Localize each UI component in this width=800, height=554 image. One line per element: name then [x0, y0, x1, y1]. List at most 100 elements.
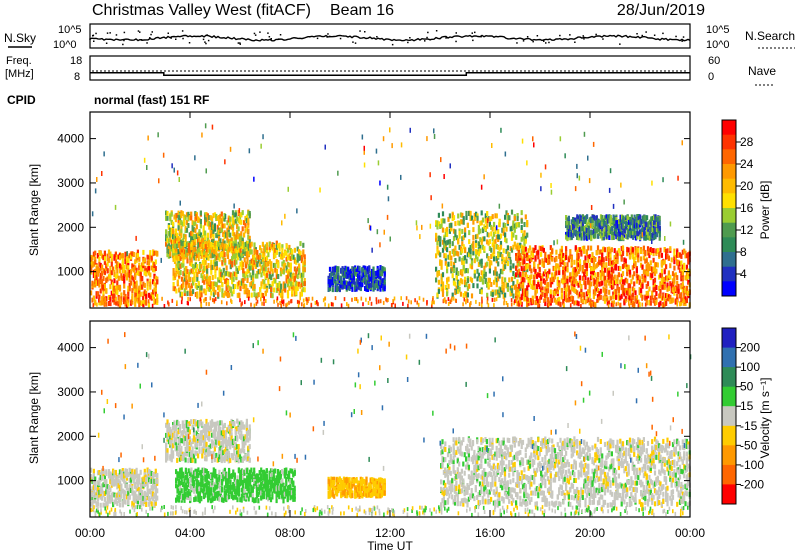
heatmap-cell: [635, 278, 638, 284]
heatmap-cell: [516, 258, 519, 264]
heatmap-cell: [656, 262, 659, 268]
ground-scatter-cell: [422, 297, 425, 302]
heatmap-cell: [232, 241, 235, 247]
heatmap-cell: [636, 217, 639, 223]
heatmap-cell: [566, 231, 569, 237]
noise-search-point: [239, 42, 241, 44]
heatmap-cell: [621, 264, 625, 270]
noise-search-point: [93, 40, 95, 42]
heatmap-cell: [586, 235, 589, 241]
heatmap-cell: [131, 251, 134, 257]
heatmap-cell: [646, 250, 650, 256]
heatmap-cell: [523, 240, 526, 246]
heatmap-cell: [219, 227, 222, 233]
heatmap-cell: [179, 263, 182, 269]
heatmap-cell: [94, 259, 97, 265]
heatmap-cell: [684, 296, 687, 302]
heatmap-cell: [91, 280, 94, 286]
heatmap-cell: [225, 291, 228, 297]
heatmap-cell: [602, 235, 605, 241]
heatmap-cell: [281, 251, 284, 257]
heatmap-cell: [215, 245, 218, 251]
heatmap-cell: [619, 251, 622, 257]
heatmap-cell: [173, 272, 177, 278]
heatmap-cell: [246, 255, 249, 261]
heatmap-cell: [264, 273, 267, 279]
heatmap-cell: [354, 267, 357, 273]
heatmap-cell: [620, 277, 623, 282]
heatmap-cell: [105, 278, 108, 283]
heatmap-cell: [187, 223, 190, 228]
heatmap-cell: [293, 291, 296, 297]
noise-search-point: [516, 42, 518, 44]
heatmap-cell: [95, 291, 98, 297]
heatmap-cell: [469, 210, 472, 216]
heatmap-cell: [648, 219, 651, 225]
heatmap-cell: [581, 222, 584, 228]
heatmap-cell: [677, 259, 680, 265]
heatmap-cell: [598, 291, 601, 297]
heatmap-cell: [643, 227, 646, 233]
heatmap-cell: [642, 249, 645, 255]
heatmap-cell: [278, 242, 281, 248]
heatmap-cell: [99, 288, 102, 294]
heatmap-cell: [480, 239, 483, 245]
heatmap-cell: [379, 265, 382, 271]
heatmap-cell: [225, 286, 228, 292]
heatmap-cell: [619, 302, 622, 308]
heatmap-cell: [136, 270, 139, 276]
heatmap-cell: [469, 216, 472, 221]
heatmap-cell: [206, 268, 209, 274]
ground-scatter-cell: [208, 302, 210, 307]
heatmap-cell: [658, 252, 661, 258]
heatmap-cell: [213, 212, 216, 218]
heatmap-cell: [627, 283, 630, 289]
heatmap-cell: [458, 286, 461, 292]
heatmap-cell: [502, 287, 505, 293]
heatmap-cell: [279, 253, 283, 259]
heatmap-cell: [241, 241, 244, 247]
heatmap-cell: [660, 284, 663, 290]
heatmap-cell: [98, 294, 101, 300]
heatmap-cell: [472, 242, 475, 247]
nave-tick-top: 60: [708, 55, 720, 67]
heatmap-cell: [235, 253, 238, 259]
heatmap-cell: [608, 246, 611, 252]
heatmap-cell: [570, 228, 573, 234]
heatmap-cell: [358, 275, 361, 281]
heatmap-cell: [293, 258, 296, 264]
heatmap-cell: [167, 230, 170, 236]
heatmap-cell: [277, 286, 280, 292]
heatmap-cell: [609, 229, 612, 235]
heatmap-cell: [459, 212, 463, 218]
heatmap-cell: [502, 283, 505, 289]
heatmap-cell: [170, 244, 173, 250]
heatmap-cell: [238, 219, 242, 225]
heatmap-cell: [640, 282, 643, 288]
nave-label: Nave: [748, 64, 776, 78]
heatmap-cell: [462, 256, 465, 261]
heatmap-cell: [226, 249, 230, 255]
heatmap-cell: [289, 248, 292, 253]
heatmap-cell: [644, 251, 647, 257]
heatmap-cell: [210, 262, 213, 268]
heatmap-cell: [153, 273, 156, 279]
ground-scatter-cell: [282, 299, 285, 304]
heatmap-cell: [105, 301, 108, 307]
heatmap-cell: [222, 275, 225, 281]
heatmap-cell: [92, 282, 95, 288]
heatmap-cell: [124, 270, 127, 276]
heatmap-cell: [242, 268, 245, 274]
ground-scatter-cell: [367, 301, 370, 305]
heatmap-cell: [655, 291, 658, 297]
heatmap-cell: [484, 213, 487, 219]
heatmap-cell: [379, 280, 382, 286]
heatmap-cell: [506, 219, 509, 224]
heatmap-cell: [272, 278, 276, 284]
noise-search-point: [253, 32, 256, 35]
heatmap-cell: [138, 285, 141, 291]
heatmap-cell: [627, 247, 630, 253]
heatmap-cell: [459, 278, 463, 284]
heatmap-cell: [665, 264, 668, 270]
heatmap-cell: [96, 253, 100, 258]
